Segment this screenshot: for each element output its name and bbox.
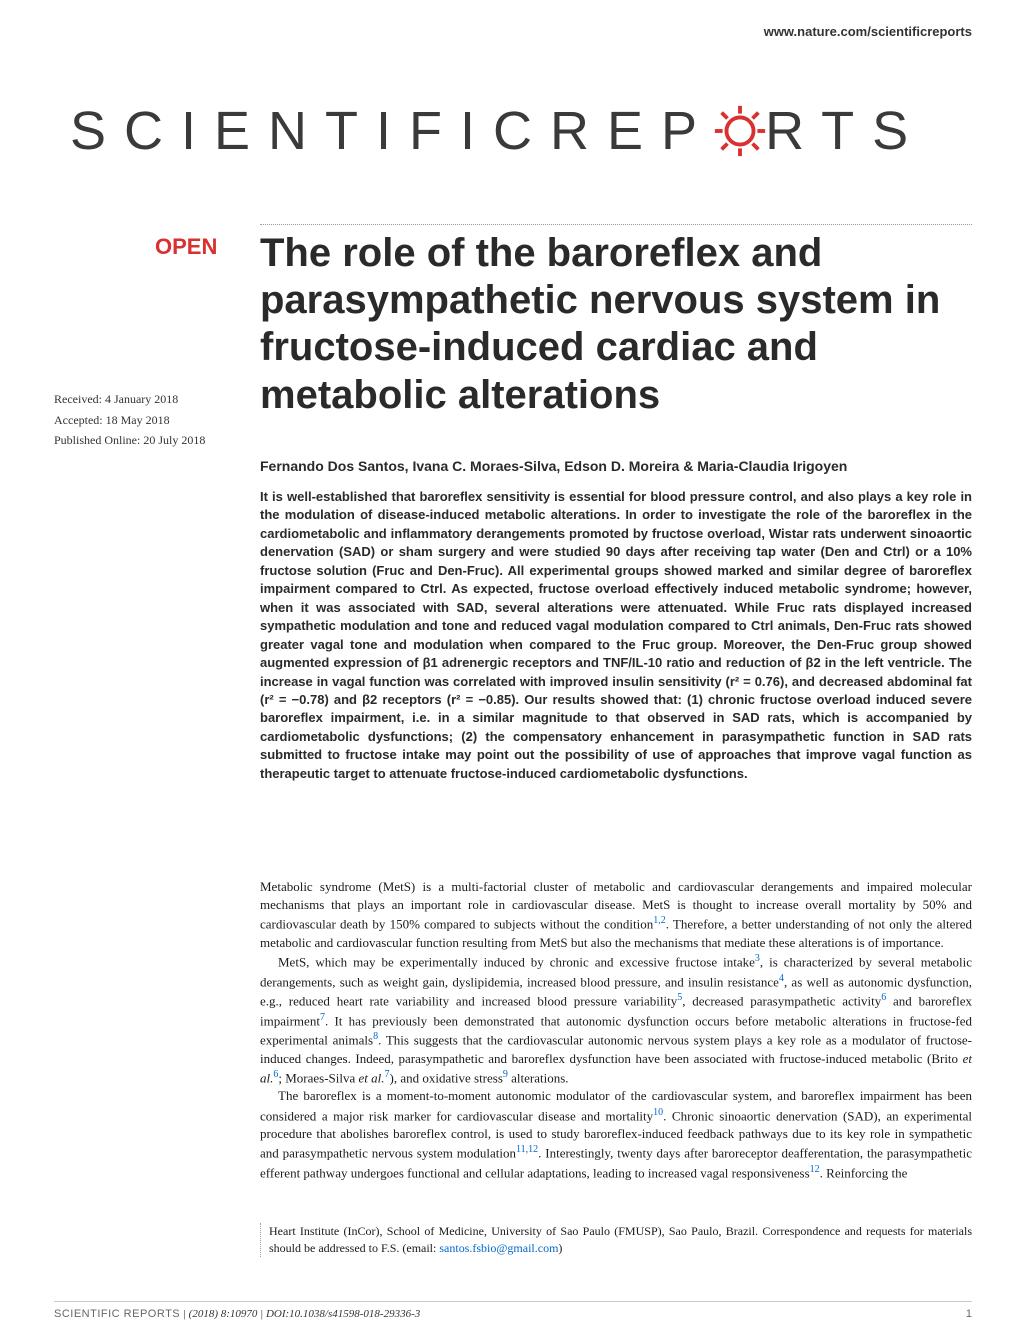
article-title: The role of the baroreflex and parasympa… <box>260 230 972 419</box>
journal-logo: SCIENTIFIC REP RTS <box>70 100 972 162</box>
logo-text-mid: REP <box>550 100 715 162</box>
body-text: Metabolic syndrome (MetS) is a multi-fac… <box>260 878 972 1182</box>
corresponding-email[interactable]: santos.fsbio@gmail.com <box>439 1241 558 1255</box>
footer-citation: SCIENTIFIC REPORTS | (2018) 8:10970 | DO… <box>54 1308 420 1320</box>
date-accepted: Accepted: 18 May 2018 <box>54 411 249 430</box>
affiliation: Heart Institute (InCor), School of Medic… <box>260 1223 972 1257</box>
divider <box>260 224 972 225</box>
citation-ref[interactable]: 11,12 <box>516 1144 538 1155</box>
paragraph-1: Metabolic syndrome (MetS) is a multi-fac… <box>260 878 972 952</box>
article-dates: Received: 4 January 2018 Accepted: 18 Ma… <box>54 390 249 452</box>
paragraph-3: The baroreflex is a moment-to-moment aut… <box>260 1087 972 1182</box>
citation-ref[interactable]: 1,2 <box>653 915 666 926</box>
page-footer: SCIENTIFIC REPORTS | (2018) 8:10970 | DO… <box>54 1301 972 1320</box>
gear-icon <box>711 102 769 160</box>
footer-journal: SCIENTIFIC REPORTS <box>54 1308 180 1320</box>
author-list: Fernando Dos Santos, Ivana C. Moraes-Sil… <box>260 458 972 474</box>
abstract: It is well-established that baroreflex s… <box>260 488 972 783</box>
paragraph-2: MetS, which may be experimentally induce… <box>260 952 972 1087</box>
citation-ref[interactable]: 10 <box>653 1107 663 1118</box>
logo-text-before: SCIENTIFIC <box>70 100 550 162</box>
logo-text-after: RTS <box>765 100 926 162</box>
date-received: Received: 4 January 2018 <box>54 390 249 409</box>
page-number: 1 <box>966 1308 972 1320</box>
header-url: www.nature.com/scientificreports <box>764 24 972 39</box>
date-published: Published Online: 20 July 2018 <box>54 431 249 450</box>
open-access-badge: OPEN <box>155 234 217 260</box>
citation-ref[interactable]: 12 <box>810 1164 820 1175</box>
